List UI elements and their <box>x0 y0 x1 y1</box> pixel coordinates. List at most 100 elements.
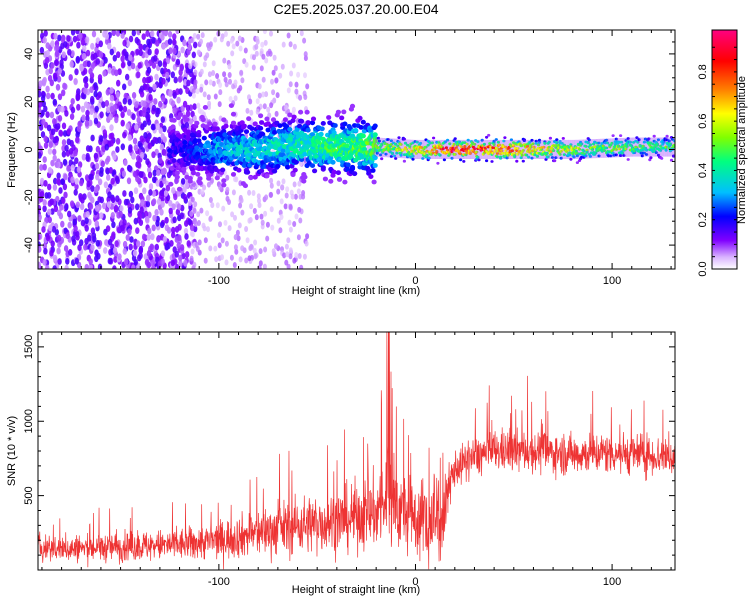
noise-blob <box>84 217 89 225</box>
ridge-mark <box>221 182 227 188</box>
ridge-mark <box>330 159 336 165</box>
ridge-mark <box>397 136 401 140</box>
ridge-mark <box>220 167 226 173</box>
noise-blob <box>103 181 109 189</box>
noise-blob <box>247 217 252 224</box>
noise-blob <box>298 94 303 101</box>
noise-blob <box>38 100 43 108</box>
noise-blob <box>50 128 56 136</box>
noise-blob <box>170 259 175 267</box>
noise-blob <box>84 263 89 269</box>
noise-blob <box>269 182 274 189</box>
noise-blob <box>65 258 70 265</box>
noise-blob <box>197 239 202 246</box>
noise-blob <box>130 196 135 204</box>
ridge-mark <box>427 156 431 160</box>
noise-blob <box>75 94 80 102</box>
noise-blob <box>42 156 47 163</box>
noise-blob <box>288 81 293 88</box>
noise-blob <box>107 191 112 199</box>
ridge-halo <box>407 139 409 159</box>
noise-blob <box>302 37 307 44</box>
noise-blob <box>141 33 146 40</box>
ridge-halo <box>529 139 531 159</box>
noise-blob <box>234 248 239 255</box>
noise-blob <box>249 243 254 250</box>
noise-blob <box>135 203 140 211</box>
noise-blob <box>147 48 152 56</box>
noise-blob <box>79 239 84 247</box>
noise-blob <box>196 211 201 218</box>
ridge-halo <box>410 139 413 159</box>
ridge-mark <box>408 145 412 148</box>
noise-blob <box>244 226 249 232</box>
noise-blob <box>64 110 69 117</box>
colorbar-gradient <box>712 30 737 269</box>
noise-blob <box>190 248 195 255</box>
ridge-mark <box>490 160 494 163</box>
noise-blob <box>270 224 275 231</box>
noise-blob <box>167 31 173 38</box>
noise-blob <box>284 192 289 199</box>
noise-blob <box>143 253 148 261</box>
noise-blob <box>49 198 54 206</box>
noise-blob <box>157 60 163 67</box>
y-tick-label: 1500 <box>23 335 35 359</box>
noise-blob <box>130 126 135 134</box>
noise-blob <box>243 47 248 54</box>
noise-blob <box>276 217 281 224</box>
noise-blob <box>45 85 50 93</box>
noise-blob <box>68 249 73 256</box>
noise-blob <box>109 87 114 94</box>
noise-blob <box>206 181 211 188</box>
noise-blob <box>178 254 183 262</box>
noise-blob <box>66 138 72 146</box>
noise-blob <box>278 72 283 79</box>
noise-blob <box>139 151 145 159</box>
noise-blob <box>115 137 121 145</box>
noise-blob <box>218 89 223 96</box>
noise-blob <box>88 203 94 210</box>
noise-blob <box>39 191 45 198</box>
noise-blob <box>213 36 218 43</box>
ridge-mark <box>521 159 525 163</box>
noise-blob <box>257 83 262 90</box>
noise-blob <box>62 130 68 137</box>
noise-blob <box>126 109 132 116</box>
noise-blob <box>85 115 90 122</box>
noise-blob <box>177 223 182 231</box>
noise-blob <box>54 161 59 169</box>
noise-blob <box>46 192 52 199</box>
noise-blob <box>143 210 149 218</box>
ridge-halo <box>383 138 385 158</box>
noise-blob <box>184 233 189 240</box>
noise-blob <box>46 92 51 100</box>
noise-blob <box>86 180 91 188</box>
noise-blob <box>149 243 154 251</box>
noise-blob <box>288 253 293 260</box>
noise-blob <box>83 101 89 109</box>
noise-blob <box>113 204 119 212</box>
noise-blob <box>38 246 42 253</box>
noise-blob <box>57 258 62 265</box>
noise-blob <box>66 35 71 42</box>
noise-blob <box>94 105 99 113</box>
noise-blob <box>145 76 150 84</box>
noise-blob <box>158 157 163 164</box>
noise-blob <box>84 224 89 232</box>
noise-blob <box>82 67 88 75</box>
ridge-mark <box>553 159 557 163</box>
noise-blob <box>115 91 121 99</box>
ridge-mark <box>372 155 378 161</box>
noise-blob <box>43 30 48 37</box>
noise-blob <box>91 30 97 38</box>
ridge-mark <box>246 116 252 122</box>
noise-blob <box>303 72 307 79</box>
ridge-mark <box>331 169 337 175</box>
noise-blob <box>129 236 134 243</box>
noise-blob <box>128 35 134 43</box>
noise-blob <box>40 131 46 138</box>
snr-ylabel: SNR (10 * v/v) <box>6 416 18 486</box>
noise-blob <box>255 98 260 105</box>
